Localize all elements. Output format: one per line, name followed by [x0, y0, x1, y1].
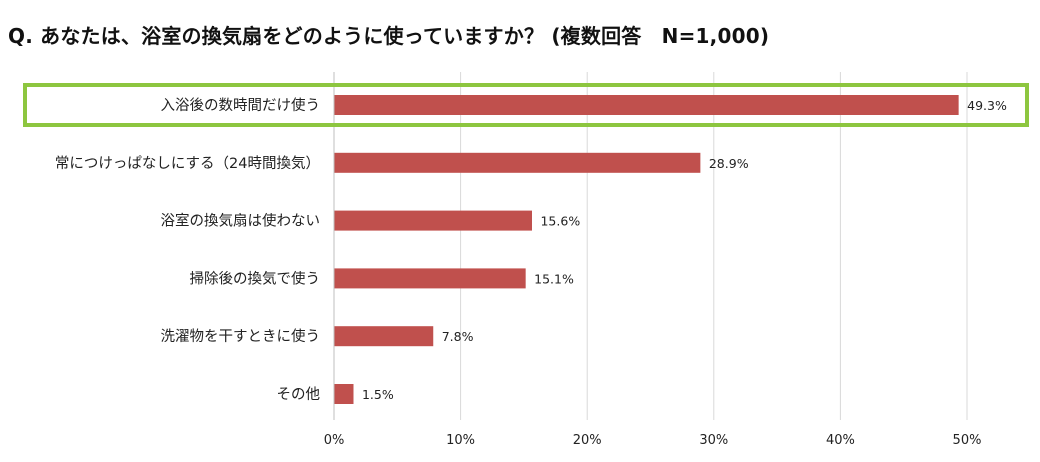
x-tick-label: 0%	[324, 433, 345, 448]
bars	[334, 95, 959, 404]
category-label: 掃除後の換気で使う	[190, 269, 321, 287]
category-label: その他	[277, 386, 321, 403]
highlight-layer	[23, 83, 1029, 127]
category-label: 入浴後の数時間だけ使う	[161, 97, 321, 114]
category-label: 常につけっぱなしにする（24時間換気）	[55, 155, 320, 172]
x-tick-label: 10%	[446, 433, 475, 448]
data-label: 15.6%	[540, 214, 580, 229]
chart-title: Q. あなたは、浴室の換気扇をどのように使っていますか？ (複数回答 N=1,0…	[8, 24, 770, 48]
bar	[334, 95, 959, 115]
data-label: 49.3%	[967, 98, 1007, 113]
data-label: 7.8%	[442, 329, 474, 344]
category-label: 浴室の換気扇は使わない	[161, 213, 321, 230]
bar	[334, 326, 434, 347]
highlight-box	[23, 83, 1029, 127]
bar	[334, 210, 532, 231]
x-axis-ticks: 0% 10% 20% 30% 40% 50%	[324, 433, 982, 448]
gridlines	[333, 72, 968, 420]
x-tick-label: 50%	[953, 433, 982, 448]
x-tick-label: 40%	[826, 433, 855, 448]
bar	[334, 268, 526, 289]
bar	[334, 384, 354, 404]
x-tick-label: 20%	[573, 433, 602, 448]
data-label: 28.9%	[709, 156, 749, 171]
data-label: 15.1%	[534, 271, 574, 286]
x-tick-label: 30%	[699, 433, 728, 448]
bar	[334, 152, 701, 173]
labels: 入浴後の数時間だけ使う 49.3% 常につけっぱなしにする（24時間換気） 28.9%…	[55, 97, 1007, 403]
data-label: 1.5%	[362, 387, 394, 402]
category-label: 洗濯物を干すときに使う	[161, 328, 321, 345]
